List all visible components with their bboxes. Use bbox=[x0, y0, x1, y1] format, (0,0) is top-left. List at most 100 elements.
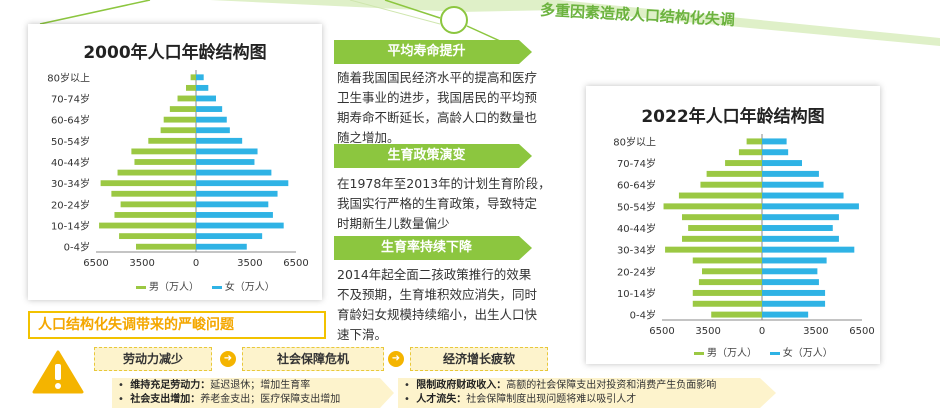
bar-male-80岁以上 bbox=[190, 74, 196, 81]
bar-male-35-39岁 bbox=[117, 169, 196, 176]
bar-male-75-79岁 bbox=[186, 84, 196, 91]
bar-female-65-69岁 bbox=[762, 170, 819, 177]
y-tick-label: 60-64岁 bbox=[51, 114, 90, 127]
chart-title: 2000年人口年龄结构图 bbox=[83, 43, 267, 63]
x-tick-label: 3500 bbox=[129, 258, 154, 269]
bar-female-55-59岁 bbox=[196, 127, 230, 134]
bar-female-15-19岁 bbox=[196, 212, 273, 218]
bullet-item: • 限制政府财政收入：高额的社会保障支出对投资和消费产生负面影响 bbox=[404, 380, 717, 391]
x-tick-label: 3500 bbox=[803, 326, 828, 337]
bar-female-40-44岁 bbox=[762, 225, 833, 231]
population-pyramid-2022: 0-4岁 10-14岁 20-24岁 30-34岁 40-44岁 50-54岁 60-64岁… bbox=[613, 134, 875, 337]
bar-male-5-9岁 bbox=[119, 233, 196, 240]
section-tag-longevity: 平均寿命提升 bbox=[387, 44, 466, 59]
bar-female-80岁以上 bbox=[762, 138, 787, 145]
tag-arrow-3 bbox=[334, 236, 532, 260]
bar-male-40-44岁 bbox=[688, 225, 762, 231]
category-labor: 劳动力减少 bbox=[94, 347, 212, 371]
bar-female-40-44岁 bbox=[196, 159, 255, 165]
y-tick-label: 20-24岁 bbox=[51, 198, 90, 211]
tag-arrow-2 bbox=[334, 144, 532, 168]
bar-male-10-14岁 bbox=[99, 222, 196, 229]
bar-female-50-54岁 bbox=[762, 203, 859, 210]
bar-male-50-54岁 bbox=[663, 203, 762, 210]
bar-male-70-74岁 bbox=[177, 95, 196, 102]
bar-female-0-4岁 bbox=[762, 311, 809, 318]
chart-legend: 男（万人） 女（万人） bbox=[136, 278, 275, 293]
bar-male-30-34岁 bbox=[665, 246, 762, 253]
bar-female-0-4岁 bbox=[196, 243, 247, 250]
x-tick-label: 6500 bbox=[283, 258, 308, 269]
chart-card-2000: 2000年人口年龄结构图 0-4岁 10-14岁 20-24岁 30-34岁 40-44… bbox=[28, 24, 322, 300]
bar-male-80岁以上 bbox=[746, 138, 762, 145]
x-tick-label: 3500 bbox=[237, 258, 262, 269]
legend-female: 女（万人） bbox=[769, 348, 833, 359]
y-tick-label: 60-64岁 bbox=[617, 179, 656, 192]
bar-male-45-49岁 bbox=[131, 148, 196, 155]
category-social-security: 社会保障危机 bbox=[242, 347, 384, 371]
y-tick-label: 80岁以上 bbox=[613, 135, 656, 148]
bar-male-35-39岁 bbox=[682, 235, 762, 242]
bar-female-30-34岁 bbox=[196, 180, 289, 187]
bar-male-20-24岁 bbox=[702, 268, 762, 275]
section-tag-policy: 生育政策演变 bbox=[387, 148, 466, 163]
warning-icon bbox=[32, 350, 84, 394]
y-tick-label: 50-54岁 bbox=[617, 200, 656, 213]
bullets-left: • 维持充足劳动力：延迟退休；增加生育率 • 社会支出增加：养老金支出；医疗保障… bbox=[112, 378, 380, 408]
bar-female-30-34岁 bbox=[762, 246, 855, 253]
bar-female-45-49岁 bbox=[196, 148, 258, 155]
chevron-end bbox=[760, 378, 776, 408]
bar-female-25-29岁 bbox=[196, 190, 278, 197]
tag-arrow-1 bbox=[334, 40, 532, 64]
bar-male-50-54岁 bbox=[148, 137, 196, 144]
bar-male-65-69岁 bbox=[169, 106, 196, 112]
bar-male-65-69岁 bbox=[706, 170, 762, 177]
bar-female-35-39岁 bbox=[762, 235, 839, 242]
y-tick-label: 10-14岁 bbox=[617, 287, 656, 300]
y-tick-label: 40-44岁 bbox=[51, 156, 90, 169]
bar-female-25-29岁 bbox=[762, 257, 827, 264]
bar-male-75-79岁 bbox=[738, 149, 762, 156]
bar-male-60-64岁 bbox=[163, 116, 196, 123]
section-tag-fertility: 生育率持续下降 bbox=[380, 240, 472, 255]
y-tick-label: 70-74岁 bbox=[51, 92, 90, 105]
arrow-right-icon: ➜ bbox=[388, 351, 404, 367]
chevron-divider bbox=[380, 378, 394, 408]
bar-female-35-39岁 bbox=[196, 169, 272, 176]
bar-female-70-74岁 bbox=[196, 95, 216, 102]
bar-male-5-9岁 bbox=[692, 300, 762, 307]
bar-male-10-14岁 bbox=[692, 289, 762, 296]
bar-male-40-44岁 bbox=[134, 159, 196, 165]
population-pyramid-2000: 0-4岁 10-14岁 20-24岁 30-34岁 40-44岁 50-54岁 60-64岁… bbox=[47, 70, 309, 269]
x-tick-label: 0 bbox=[759, 326, 765, 337]
legend-male: 男（万人） bbox=[136, 282, 199, 293]
y-tick-label: 50-54岁 bbox=[51, 135, 90, 148]
x-tick-label: 0 bbox=[193, 258, 199, 269]
bar-male-55-59岁 bbox=[678, 192, 762, 199]
bar-male-0-4岁 bbox=[711, 311, 762, 318]
section-text-fertility: 2014年起全面二孩政策推行的效果 不及预期，生育堆积效应消失，同时 育龄妇女规模持… bbox=[337, 267, 538, 342]
bullets-right: • 限制政府财政收入：高额的社会保障支出对投资和消费产生负面影响 • 人才流失：… bbox=[398, 378, 760, 408]
y-tick-label: 10-14岁 bbox=[51, 220, 90, 233]
bullet-item: • 人才流失：社会保障制度出现问题将难以吸引人才 bbox=[404, 394, 637, 405]
x-tick-label: 6500 bbox=[649, 326, 674, 337]
bar-male-25-29岁 bbox=[111, 190, 196, 197]
bar-female-20-24岁 bbox=[762, 268, 818, 275]
bar-female-10-14岁 bbox=[196, 222, 284, 229]
y-tick-label: 70-74岁 bbox=[617, 157, 656, 170]
bar-male-70-74岁 bbox=[725, 160, 762, 167]
chart-title: 2022年人口年龄结构图 bbox=[641, 107, 825, 127]
x-tick-label: 3500 bbox=[695, 326, 720, 337]
bar-female-60-64岁 bbox=[762, 181, 824, 188]
bullet-item: • 社会支出增加：养老金支出；医疗保障支出增加 bbox=[118, 394, 341, 405]
bar-female-80岁以上 bbox=[196, 74, 204, 81]
bar-female-20-24岁 bbox=[196, 201, 269, 208]
x-tick-label: 6500 bbox=[83, 258, 108, 269]
legend-male: 男（万人） bbox=[694, 348, 757, 359]
arrow-right-icon: ➜ bbox=[220, 351, 236, 367]
bar-male-25-29岁 bbox=[692, 257, 762, 264]
y-tick-label: 30-34岁 bbox=[51, 177, 90, 190]
bar-male-0-4岁 bbox=[136, 243, 196, 250]
bar-female-50-54岁 bbox=[196, 137, 243, 144]
bar-female-5-9岁 bbox=[762, 300, 826, 307]
